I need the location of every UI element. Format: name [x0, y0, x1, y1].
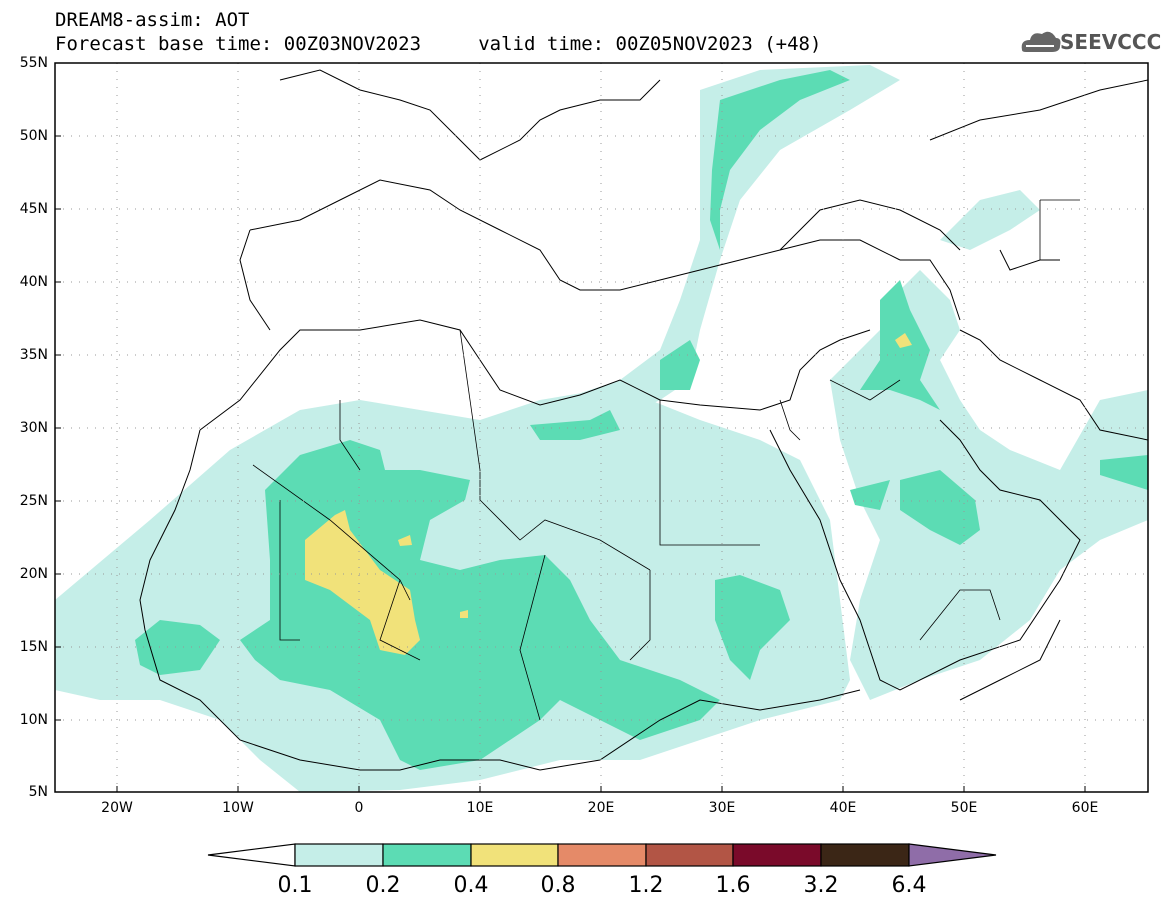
- colorbar-label: 1.2: [628, 873, 664, 898]
- colorbar-label: 0.8: [540, 873, 576, 898]
- coastlines: [139, 69, 1148, 771]
- aot-contour-mid: [135, 70, 1148, 770]
- lat-label: 10N: [19, 712, 48, 728]
- lon-label: 40E: [829, 800, 857, 816]
- colorbar-label: 0.2: [365, 873, 401, 898]
- lat-label: 15N: [19, 639, 48, 655]
- colorbar-label: 6.4: [891, 873, 927, 898]
- colorbar-segment: [732, 843, 822, 867]
- lat-label: 25N: [19, 493, 48, 509]
- lon-label: 30E: [708, 800, 736, 816]
- lat-label: 55N: [19, 55, 48, 71]
- lat-label: 20N: [19, 566, 48, 582]
- lat-label: 50N: [19, 128, 48, 144]
- lat-label: 30N: [19, 420, 48, 436]
- colorbar-segment: [645, 843, 734, 867]
- colorbar-segment: [820, 843, 910, 867]
- lat-label: 35N: [19, 347, 48, 363]
- lat-label: 45N: [19, 201, 48, 217]
- map-title: DREAM8-assim: AOT: [55, 9, 250, 31]
- colorbar-min-arrow: [207, 843, 296, 867]
- lon-label: 20W: [101, 800, 133, 816]
- colorbar-segment: [294, 843, 384, 867]
- lon-label: 10E: [466, 800, 494, 816]
- lon-label: 0: [354, 800, 364, 816]
- forecast-times: Forecast base time: 00Z03NOV2023 valid t…: [55, 33, 822, 55]
- lon-label: 50E: [950, 800, 978, 816]
- colorbar-segment: [470, 843, 559, 867]
- colorbar-label: 3.2: [803, 873, 839, 898]
- cloud-icon: [1021, 31, 1061, 52]
- colorbar-label: 0.1: [277, 873, 313, 898]
- lat-label: 5N: [28, 784, 48, 800]
- axis-ticks: [55, 62, 1086, 793]
- lon-label: 60E: [1071, 800, 1099, 816]
- colorbar-label: 0.4: [453, 873, 489, 898]
- lat-label: 40N: [19, 274, 48, 290]
- colorbar-max-arrow: [908, 843, 997, 867]
- logo-text: SEEVCCC: [1060, 30, 1162, 54]
- colorbar-segment: [382, 843, 472, 867]
- aot-contour-high: [305, 333, 912, 655]
- colorbar-label: 1.6: [715, 873, 751, 898]
- country-borders: [252, 199, 1080, 721]
- lon-label: 20E: [587, 800, 615, 816]
- lon-label: 10W: [222, 800, 254, 816]
- colorbar-segment: [557, 843, 647, 867]
